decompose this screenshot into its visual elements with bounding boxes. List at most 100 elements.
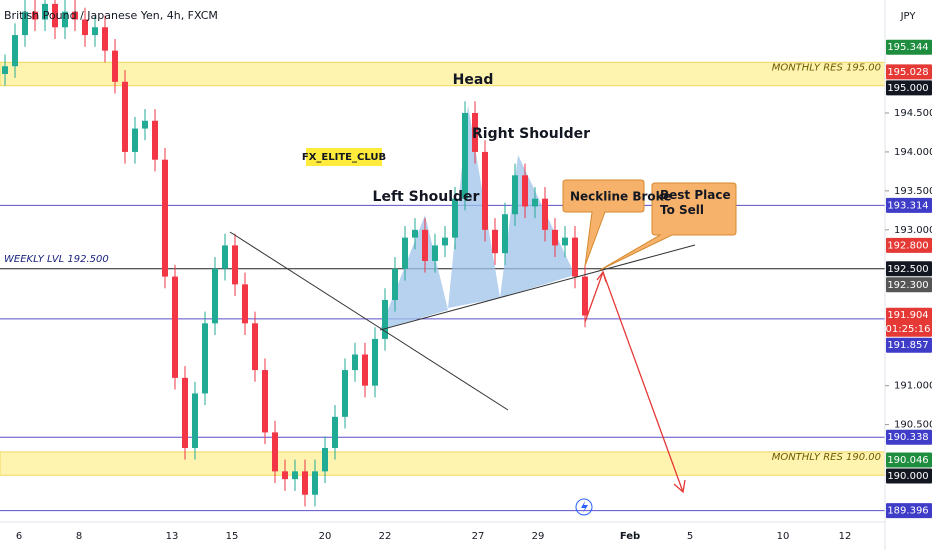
annotation: Right Shoulder <box>472 126 590 142</box>
callout-text: Best Place To Sell <box>660 188 731 217</box>
candle-body <box>272 432 278 472</box>
candle-body <box>112 50 118 82</box>
callout <box>599 182 737 271</box>
candle-body <box>542 198 548 230</box>
x-tick-label: 22 <box>379 531 392 542</box>
candle-body <box>22 11 28 36</box>
price-marker-label: 192.800 <box>887 240 928 251</box>
candle-body <box>102 27 108 51</box>
candle-body <box>442 237 448 246</box>
candle-body <box>52 3 58 28</box>
candle-body <box>242 284 248 324</box>
candle-body <box>302 471 308 495</box>
candle-body <box>182 377 188 448</box>
countdown: 01:25:16 <box>886 324 931 335</box>
drawings <box>229 231 696 494</box>
candle-body <box>2 66 8 75</box>
price-marker <box>886 277 932 293</box>
price-marker-label: 195.344 <box>887 42 928 53</box>
price-marker <box>886 261 932 277</box>
annotation: Head <box>453 72 494 88</box>
y-tick-label: 190.500 <box>894 420 932 431</box>
price-marker <box>886 429 932 445</box>
right-shoulder-shape <box>500 155 575 298</box>
candle-body <box>492 229 498 254</box>
icon <box>581 501 588 513</box>
zone <box>0 451 885 476</box>
zone-label: MONTHLY RES 190.00 <box>772 452 881 463</box>
x-tick-label: 15 <box>226 531 239 542</box>
candle-body <box>572 237 578 277</box>
callout <box>562 179 645 267</box>
left-shoulder-shape <box>380 215 448 330</box>
x-tick-label: 5 <box>687 531 693 542</box>
candle-body <box>482 151 488 230</box>
candle-body <box>262 370 268 433</box>
candle-body <box>462 112 468 199</box>
candle-body <box>92 27 98 36</box>
x-tick-label: Feb <box>620 531 640 542</box>
candle-body <box>582 276 588 316</box>
price-marker <box>886 64 932 80</box>
candle-body <box>142 120 148 129</box>
candle-body <box>132 128 138 152</box>
candle-body <box>432 245 438 261</box>
price-marker <box>886 197 932 213</box>
candle-body <box>382 299 388 339</box>
candle-body <box>312 471 318 495</box>
candle-body <box>372 338 378 386</box>
price-marker-label: 192.300 <box>887 280 928 291</box>
x-tick-label: 20 <box>319 531 332 542</box>
pattern <box>380 105 575 330</box>
annotation: Left Shoulder <box>373 189 480 205</box>
price-marker <box>886 468 932 484</box>
price-marker <box>886 237 932 253</box>
candle-body <box>72 11 78 20</box>
candle-body <box>292 471 298 480</box>
candle-body <box>352 354 358 371</box>
price-marker <box>886 337 932 353</box>
price-marker-label: 190.338 <box>887 432 928 443</box>
chart-title: British Pound / Japanese Yen, 4h, FXCM <box>4 9 218 22</box>
price-marker-label: 192.500 <box>887 264 928 275</box>
candle-body <box>202 323 208 394</box>
x-tick-label: 12 <box>839 531 852 542</box>
arrow-head <box>673 479 686 494</box>
icon <box>575 498 593 516</box>
candle-body <box>522 175 528 207</box>
trendline <box>229 231 509 411</box>
brand: FX_ELITE_CLUB <box>302 152 386 163</box>
candle-body <box>192 393 198 448</box>
x-tick-label: 6 <box>16 531 22 542</box>
candle-body <box>222 245 228 269</box>
price-marker-label: 193.314 <box>887 200 928 211</box>
candle-body <box>82 19 88 36</box>
head-shape <box>448 105 500 308</box>
price-marker-label: 189.396 <box>887 506 928 517</box>
candle-body <box>172 276 178 378</box>
candle-body <box>282 471 288 480</box>
candle-body <box>412 229 418 238</box>
y-tick-label: 191.000 <box>894 381 932 392</box>
candle-body <box>212 268 218 324</box>
candle-body <box>62 11 68 28</box>
zone <box>0 61 885 87</box>
x-tick-label: 29 <box>532 531 545 542</box>
x-tick-label: 27 <box>472 531 485 542</box>
candle-body <box>252 323 258 371</box>
y-tick-label: 193.500 <box>894 186 932 197</box>
candle-body <box>12 35 18 67</box>
candle-body <box>552 229 558 246</box>
price-marker-label: 195.000 <box>887 83 928 94</box>
candle-body <box>42 3 48 20</box>
candle-body <box>162 159 168 277</box>
arrow-head <box>596 270 607 283</box>
candle-body <box>332 416 338 448</box>
candle-body <box>32 11 38 20</box>
candle-body <box>122 81 128 152</box>
candle-body <box>422 229 428 261</box>
x-tick-label: 13 <box>166 531 179 542</box>
price-marker <box>886 80 932 96</box>
price-marker-label: 191.857 <box>887 340 928 351</box>
candle-body <box>562 237 568 246</box>
